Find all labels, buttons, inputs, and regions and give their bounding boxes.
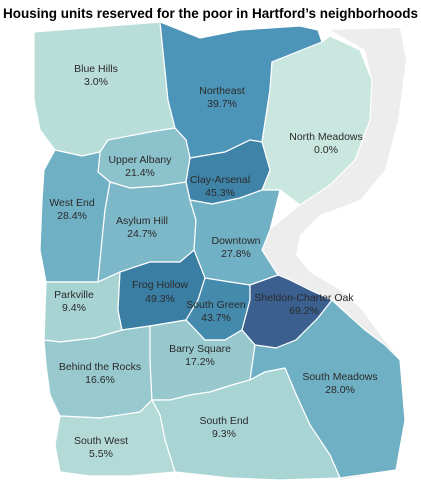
- pct-south-west: 5.5%: [89, 448, 113, 460]
- pct-south-meadows: 28.0%: [325, 384, 355, 396]
- pct-behind-the-rocks: 16.6%: [85, 374, 115, 386]
- label-parkville: Parkville 9.4%: [54, 289, 94, 314]
- name-south-end: South End: [199, 415, 248, 427]
- name-south-meadows: South Meadows: [302, 371, 377, 383]
- label-asylum-hill: Asylum Hill 24.7%: [116, 215, 168, 240]
- name-asylum-hill: Asylum Hill: [116, 215, 168, 227]
- pct-blue-hills: 3.0%: [84, 76, 108, 88]
- pct-south-end: 9.3%: [212, 428, 236, 440]
- pct-south-green: 43.7%: [201, 312, 231, 324]
- label-south-meadows: South Meadows 28.0%: [302, 371, 377, 396]
- pct-northeast: 39.7%: [207, 98, 237, 110]
- name-frog-hollow: Frog Hollow: [132, 279, 188, 291]
- region-south-west[interactable]: [54, 399, 176, 477]
- label-frog-hollow: Frog Hollow 49.3%: [132, 279, 188, 305]
- map-title: Housing units reserved for the poor in H…: [2, 6, 419, 21]
- pct-downtown: 27.8%: [221, 248, 251, 260]
- name-south-west: South West: [74, 435, 128, 447]
- label-west-end: West End 28.4%: [49, 197, 94, 222]
- name-barry-square: Barry Square: [169, 343, 231, 355]
- label-barry-square: Barry Square 17.2%: [169, 343, 231, 368]
- pct-clay-arsenal: 45.3%: [205, 187, 235, 199]
- name-behind-the-rocks: Behind the Rocks: [59, 361, 141, 373]
- label-sheldon-charter-oak: Sheldon-Charter Oak 69.2%: [254, 292, 354, 317]
- name-west-end: West End: [49, 197, 94, 209]
- neighborhoods: [33, 21, 406, 481]
- pct-upper-albany: 21.4%: [125, 167, 155, 179]
- pct-asylum-hill: 24.7%: [127, 228, 157, 240]
- label-northeast: Northeast 39.7%: [199, 85, 245, 110]
- name-sheldon-charter-oak: Sheldon-Charter Oak: [254, 292, 354, 304]
- pct-parkville: 9.4%: [62, 302, 86, 314]
- pct-sheldon-charter-oak: 69.2%: [289, 305, 319, 317]
- pct-north-meadows: 0.0%: [314, 144, 338, 156]
- region-north-meadows[interactable]: [261, 35, 373, 206]
- label-south-green: South Green 43.7%: [186, 299, 246, 324]
- name-downtown: Downtown: [211, 235, 260, 247]
- label-upper-albany: Upper Albany 21.4%: [108, 154, 172, 179]
- label-behind-the-rocks: Behind the Rocks 16.6%: [59, 361, 141, 386]
- label-downtown: Downtown 27.8%: [211, 235, 260, 260]
- name-blue-hills: Blue Hills: [74, 63, 118, 75]
- label-south-end: South End 9.3%: [199, 415, 248, 440]
- name-northeast: Northeast: [199, 85, 245, 97]
- name-clay-arsenal: Clay-Arsenal: [190, 174, 250, 186]
- label-clay-arsenal: Clay-Arsenal 45.3%: [190, 174, 250, 199]
- name-parkville: Parkville: [54, 289, 94, 301]
- name-upper-albany: Upper Albany: [108, 154, 172, 166]
- label-south-west: South West 5.5%: [74, 435, 128, 460]
- label-north-meadows: North Meadows 0.0%: [289, 131, 363, 156]
- label-blue-hills: Blue Hills 3.0%: [74, 63, 118, 88]
- pct-west-end: 28.4%: [57, 210, 87, 222]
- labels: Blue Hills 3.0% Northeast 39.7% North Mead…: [49, 63, 377, 460]
- pct-barry-square: 17.2%: [185, 356, 215, 368]
- name-north-meadows: North Meadows: [289, 131, 363, 143]
- name-south-green: South Green: [186, 299, 246, 311]
- pct-frog-hollow: 49.3%: [145, 293, 175, 305]
